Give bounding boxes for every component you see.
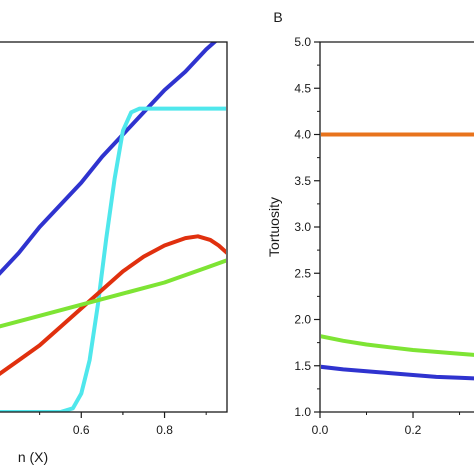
panel-b-y-tick-label: 2.5 xyxy=(294,266,311,280)
panel-a-series-line-1 xyxy=(0,42,218,276)
panel-b-axes-frame xyxy=(319,41,474,413)
panel-b-y-tick-label: 3.0 xyxy=(294,220,311,234)
panel-b-x-tick-label: 0.0 xyxy=(312,423,329,437)
panel-b-chart: B 1.0 1.5 2.0 2.5 3.0 3.5 4.0 4.5 5.0 0.0 0.2 Tor… xyxy=(266,9,474,437)
panel-b-series-line-3 xyxy=(321,364,474,381)
panel-b-series-group xyxy=(321,132,474,381)
panel-b-x-tick-label: 0.2 xyxy=(405,423,422,437)
panel-b-y-axis-label: Tortuosity xyxy=(266,197,282,257)
panel-b-series-line-2 xyxy=(321,334,474,357)
panel-b-y-tick-label: 5.0 xyxy=(294,35,311,49)
panel-b-y-tick-label: 1.0 xyxy=(294,405,311,419)
panel-a-series-line-3 xyxy=(0,234,226,377)
panel-a-chart: 0.6 0.8 n (X) xyxy=(0,41,228,465)
panel-b-y-tick-label: 3.5 xyxy=(294,174,311,188)
panel-b-y-axis: 1.0 1.5 2.0 2.5 3.0 3.5 4.0 4.5 5.0 xyxy=(294,35,320,419)
panel-b-y-tick-label: 4.0 xyxy=(294,128,311,142)
panel-a-plot-frame xyxy=(0,41,228,413)
panel-a-series-line-2 xyxy=(0,106,226,412)
panel-b-panel-label: B xyxy=(273,9,282,25)
panel-b-x-axis: 0.0 0.2 xyxy=(312,412,461,437)
panel-a-x-tick-label: 0.8 xyxy=(156,423,173,437)
panel-a-series-line-4 xyxy=(0,258,226,329)
panel-b-y-tick-label: 1.5 xyxy=(294,359,311,373)
panel-a-series-group xyxy=(0,42,226,412)
panel-a-x-axis: 0.6 0.8 xyxy=(39,412,207,437)
panel-a-x-tick-label: 0.6 xyxy=(73,423,90,437)
panel-b-y-tick-label: 4.5 xyxy=(294,81,311,95)
panel-b-y-tick-label: 2.0 xyxy=(294,313,311,327)
panel-a-x-axis-label: n (X) xyxy=(18,449,48,465)
